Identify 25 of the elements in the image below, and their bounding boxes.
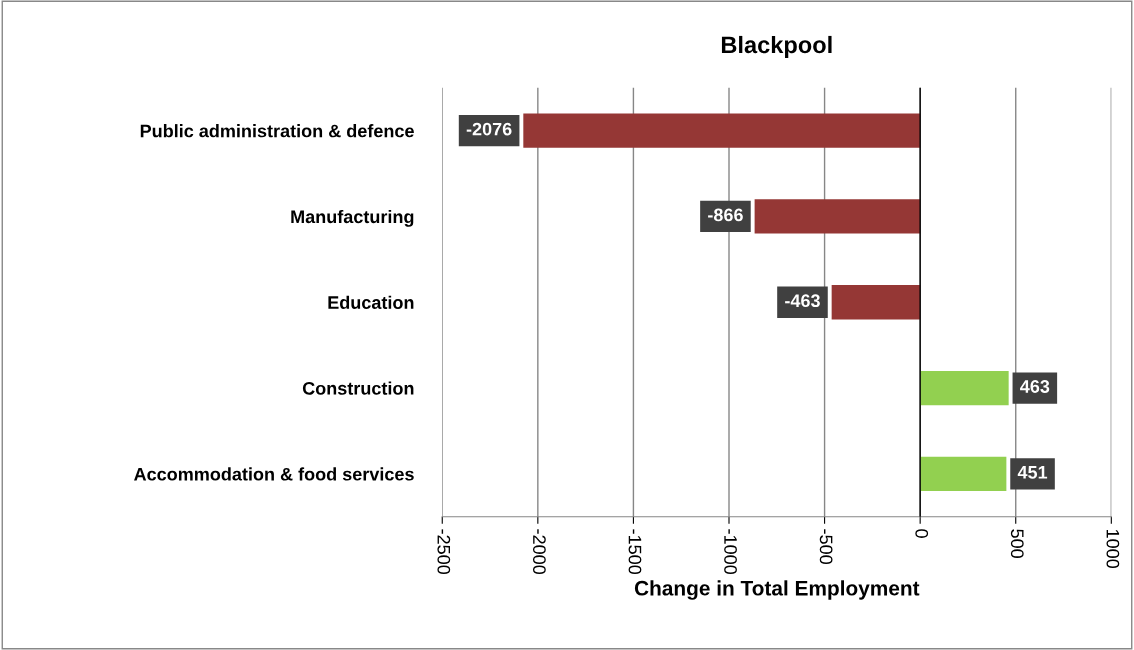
y-tick-label: Construction — [302, 381, 414, 395]
y-tick-label: Accommodation & food services — [134, 467, 414, 481]
bar — [920, 456, 1007, 492]
data-label: 451 — [1017, 466, 1048, 479]
data-label: -463 — [785, 294, 820, 308]
data-label: -866 — [708, 208, 743, 222]
data-label: -2076 — [466, 122, 512, 136]
data-label: 463 — [1020, 380, 1050, 393]
x-tick-label: -1000 — [724, 529, 737, 575]
x-axis-title: Change in Total Employment — [634, 580, 920, 600]
x-tick-label: 0 — [915, 529, 929, 538]
x-tick-label: 500 — [1010, 529, 1024, 558]
x-tick-label: -2000 — [532, 529, 546, 575]
x-tick-label: 1000 — [1106, 529, 1120, 569]
y-tick-label: Education — [328, 295, 414, 309]
y-tick-label: Public administration & defence — [140, 124, 414, 138]
bar — [523, 113, 921, 148]
x-tick-label: -1500 — [628, 529, 642, 575]
bar — [831, 285, 921, 320]
bar — [754, 199, 921, 234]
x-tick-label: -500 — [819, 529, 833, 564]
chart-title: Blackpool — [721, 35, 832, 58]
y-tick-label: Manufacturing — [291, 209, 414, 227]
bar — [920, 370, 1009, 406]
x-tick-label: -2500 — [437, 529, 451, 575]
